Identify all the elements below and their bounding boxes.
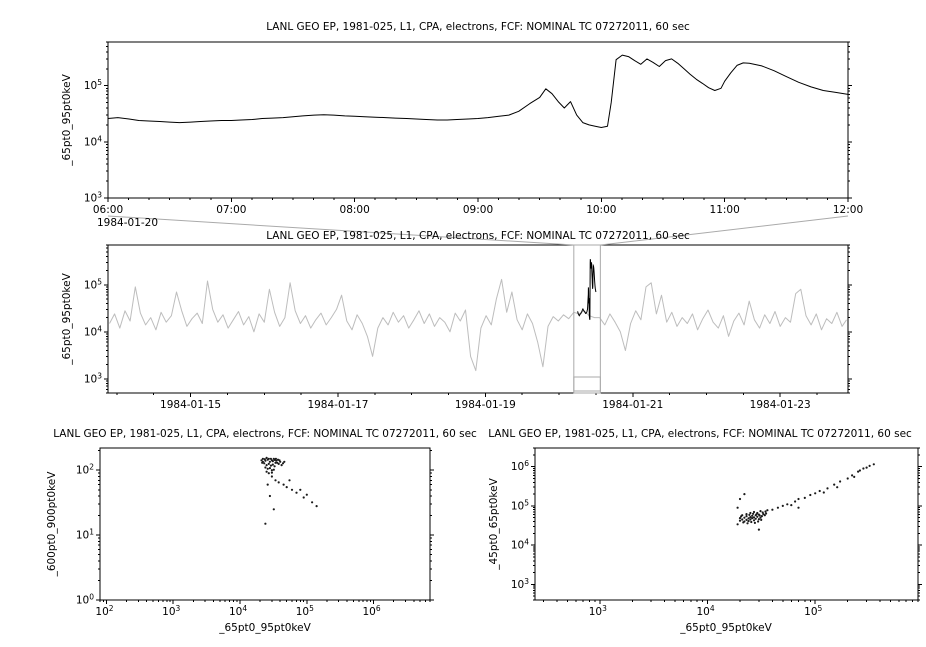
chart-scatter-600-900: 100 101 102 102 103 104 105 106 xyxy=(76,447,434,618)
svg-text:12:00: 12:00 xyxy=(833,204,863,216)
svg-text:102: 102 xyxy=(76,463,94,477)
svg-text:07:00: 07:00 xyxy=(216,204,246,216)
scatter-600-900-frame xyxy=(99,447,431,601)
svg-text:104: 104 xyxy=(511,538,529,552)
scatter-600-900-points xyxy=(260,456,318,525)
svg-text:104: 104 xyxy=(84,134,102,148)
svg-text:105: 105 xyxy=(804,604,822,618)
scatter-45-65-data xyxy=(736,463,875,531)
svg-text:106: 106 xyxy=(362,604,380,618)
xaxis-date-label: 1984-01-20 xyxy=(97,217,159,229)
svg-text:101: 101 xyxy=(76,528,94,542)
ylabel-scatter-600-900: _600pt0_900pt0keV xyxy=(46,471,58,577)
selection-band[interactable] xyxy=(573,244,601,394)
ylabel-context-overview: _65pt0_95pt0keV xyxy=(61,273,73,365)
svg-text:106: 106 xyxy=(511,459,529,473)
scatter-600-900-plot-area[interactable] xyxy=(100,448,430,600)
svg-text:09:00: 09:00 xyxy=(463,204,493,216)
svg-text:103: 103 xyxy=(589,604,607,618)
svg-text:105: 105 xyxy=(84,277,102,291)
svg-text:1984-01-19: 1984-01-19 xyxy=(455,399,516,411)
svg-text:102: 102 xyxy=(95,604,113,618)
chart-context-overview: 103 104 105 1984-01-15 1984-01-17 1984-01-19 1… xyxy=(84,215,852,411)
svg-text:103: 103 xyxy=(84,371,102,385)
svg-text:100: 100 xyxy=(76,593,94,607)
main-timeseries-axes: 103 104 105 06:00 07:00 08:00 09:00 10:00 11:00 1… xyxy=(84,41,863,216)
svg-text:06:00: 06:00 xyxy=(93,204,123,216)
context-overview-frame xyxy=(107,244,849,394)
main-timeseries-series xyxy=(107,54,849,128)
context-overview-data xyxy=(109,259,847,372)
scatter-45-65-axes: 103 104 105 106 103 104 105 xyxy=(511,447,922,618)
selection-handle[interactable] xyxy=(573,376,601,392)
svg-text:1984-01-15: 1984-01-15 xyxy=(160,399,221,411)
svg-text:1984-01-17: 1984-01-17 xyxy=(307,399,368,411)
highlight-segment xyxy=(577,259,597,320)
xlabel-scatter-45-65: _65pt0_95pt0keV xyxy=(680,622,772,634)
connector-left-line xyxy=(107,215,574,246)
svg-text:1984-01-23: 1984-01-23 xyxy=(750,399,811,411)
ylabel-main-timeseries: _65pt0_95pt0keV xyxy=(61,74,73,166)
chart-scatter-45-65: 103 104 105 106 103 104 105 xyxy=(511,447,922,618)
svg-text:104: 104 xyxy=(229,604,247,618)
svg-text:08:00: 08:00 xyxy=(340,204,370,216)
ylabel-scatter-45-65: _45pt0_65pt0keV xyxy=(488,478,500,570)
title-context-overview: LANL GEO EP, 1981-025, L1, CPA, electron… xyxy=(266,230,690,242)
context-overview-series xyxy=(109,278,847,372)
main-timeseries-plot-area[interactable] xyxy=(108,42,848,198)
scatter-600-900-data xyxy=(260,456,318,525)
chart-main-timeseries: 103 104 105 06:00 07:00 08:00 09:00 10:00 11:00 1… xyxy=(84,41,863,216)
svg-text:103: 103 xyxy=(162,604,180,618)
svg-text:104: 104 xyxy=(84,324,102,338)
svg-text:105: 105 xyxy=(296,604,314,618)
title-scatter-45-65: LANL GEO EP, 1981-025, L1, CPA, electron… xyxy=(488,428,912,440)
svg-text:10:00: 10:00 xyxy=(586,204,616,216)
svg-text:103: 103 xyxy=(511,577,529,591)
scatter-45-65-plot-area[interactable] xyxy=(535,448,918,600)
svg-text:105: 105 xyxy=(84,78,102,92)
svg-text:11:00: 11:00 xyxy=(710,204,740,216)
svg-text:1984-01-21: 1984-01-21 xyxy=(602,399,663,411)
scatter-45-65-frame xyxy=(534,447,919,601)
svg-text:103: 103 xyxy=(84,191,102,205)
context-overview-axes: 103 104 105 1984-01-15 1984-01-17 1984-01-19 1… xyxy=(84,244,852,411)
title-scatter-600-900: LANL GEO EP, 1981-025, L1, CPA, electron… xyxy=(53,428,477,440)
scatter-45-65-points xyxy=(736,463,875,531)
svg-text:105: 105 xyxy=(511,498,529,512)
svg-text:104: 104 xyxy=(696,604,714,618)
main-timeseries-data xyxy=(107,54,849,128)
xlabel-scatter-600-900: _65pt0_95pt0keV xyxy=(219,622,311,634)
connector-right-line xyxy=(600,215,849,246)
title-main-timeseries: LANL GEO EP, 1981-025, L1, CPA, electron… xyxy=(266,21,690,33)
context-overview-plot-area[interactable] xyxy=(108,245,848,393)
